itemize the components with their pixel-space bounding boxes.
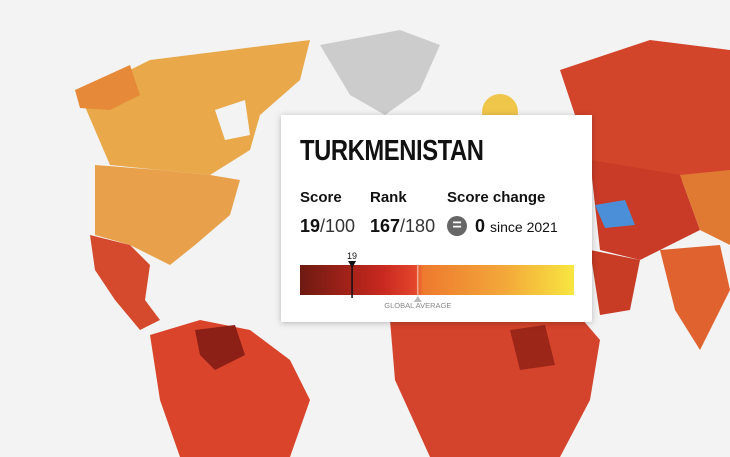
east-asia — [680, 170, 730, 245]
russia — [560, 40, 730, 190]
rank-label: Rank — [370, 189, 407, 206]
rank-max: /180 — [400, 216, 436, 236]
score-value: 19 — [300, 216, 321, 236]
change: 0 since 2021 — [475, 216, 558, 237]
india — [660, 245, 730, 350]
scale-bar — [300, 265, 574, 295]
rank: 167/180 — [370, 216, 435, 237]
central-asia — [590, 160, 700, 260]
usa — [95, 165, 240, 265]
mexico — [90, 235, 160, 330]
canada — [80, 40, 310, 175]
country-name: TURKMENISTAN — [300, 135, 484, 167]
sudan — [510, 325, 555, 370]
score: 19/100 — [300, 216, 355, 237]
arabia — [590, 250, 640, 315]
global-average-pointer — [413, 296, 422, 302]
change-since: since 2021 — [490, 219, 558, 235]
turkmenistan — [595, 200, 635, 228]
south-america — [150, 320, 310, 457]
africa — [390, 305, 600, 457]
rank-value: 167 — [370, 216, 401, 236]
score-max: /100 — [320, 216, 356, 236]
country-popup: TURKMENISTAN Score Rank Score change 19/… — [281, 115, 592, 322]
change-label: Score change — [447, 189, 546, 206]
venezuela — [195, 325, 245, 370]
score-marker-head — [348, 261, 357, 268]
global-average-label: GLOBAL AVERAGE — [384, 301, 451, 310]
score-label: Score — [300, 189, 342, 206]
alaska — [75, 65, 140, 110]
change-value: 0 — [475, 216, 486, 236]
equal-icon: = — [447, 216, 467, 236]
score-marker-label: 19 — [347, 251, 357, 261]
greenland — [320, 30, 440, 115]
score-scale: 19 GLOBAL AVERAGE — [300, 251, 574, 310]
hudson-bay — [215, 100, 250, 140]
